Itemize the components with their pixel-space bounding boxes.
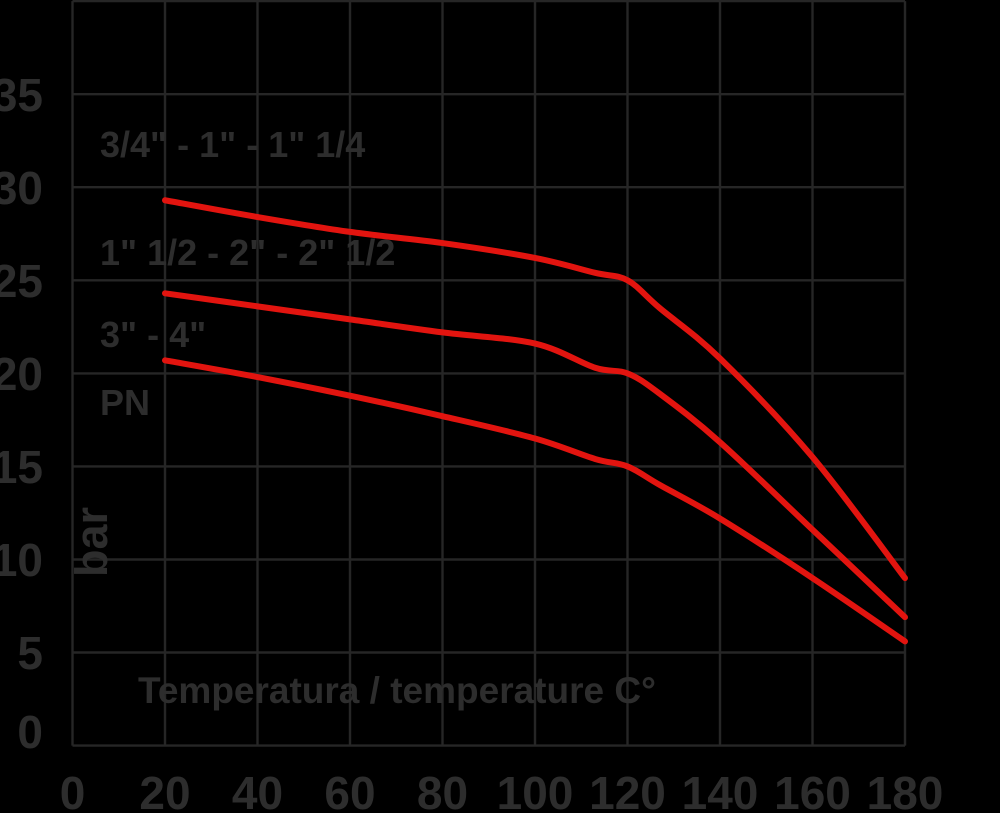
svg-text:20: 20 [139,767,190,813]
svg-text:5: 5 [17,627,43,679]
svg-text:15: 15 [0,441,43,493]
svg-text:10: 10 [0,534,43,586]
svg-text:3/4" - 1" - 1" 1/4: 3/4" - 1" - 1" 1/4 [100,124,365,165]
svg-text:30: 30 [0,162,43,214]
svg-text:0: 0 [60,767,86,813]
svg-text:60: 60 [324,767,375,813]
svg-text:120: 120 [589,767,666,813]
svg-text:40: 40 [232,767,283,813]
svg-text:PN: PN [100,382,150,423]
svg-text:1" 1/2 - 2" - 2" 1/2: 1" 1/2 - 2" - 2" 1/2 [100,232,395,273]
svg-text:20: 20 [0,348,43,400]
svg-text:140: 140 [682,767,759,813]
svg-text:80: 80 [417,767,468,813]
svg-text:3" - 4": 3" - 4" [100,314,206,355]
svg-text:35: 35 [0,69,43,121]
svg-text:180: 180 [867,767,944,813]
svg-text:25: 25 [0,255,43,307]
svg-text:Temperatura / temperature C°: Temperatura / temperature C° [138,670,656,711]
svg-text:100: 100 [497,767,574,813]
svg-text:0: 0 [17,706,43,758]
svg-text:bar: bar [66,507,117,577]
svg-text:160: 160 [774,767,851,813]
